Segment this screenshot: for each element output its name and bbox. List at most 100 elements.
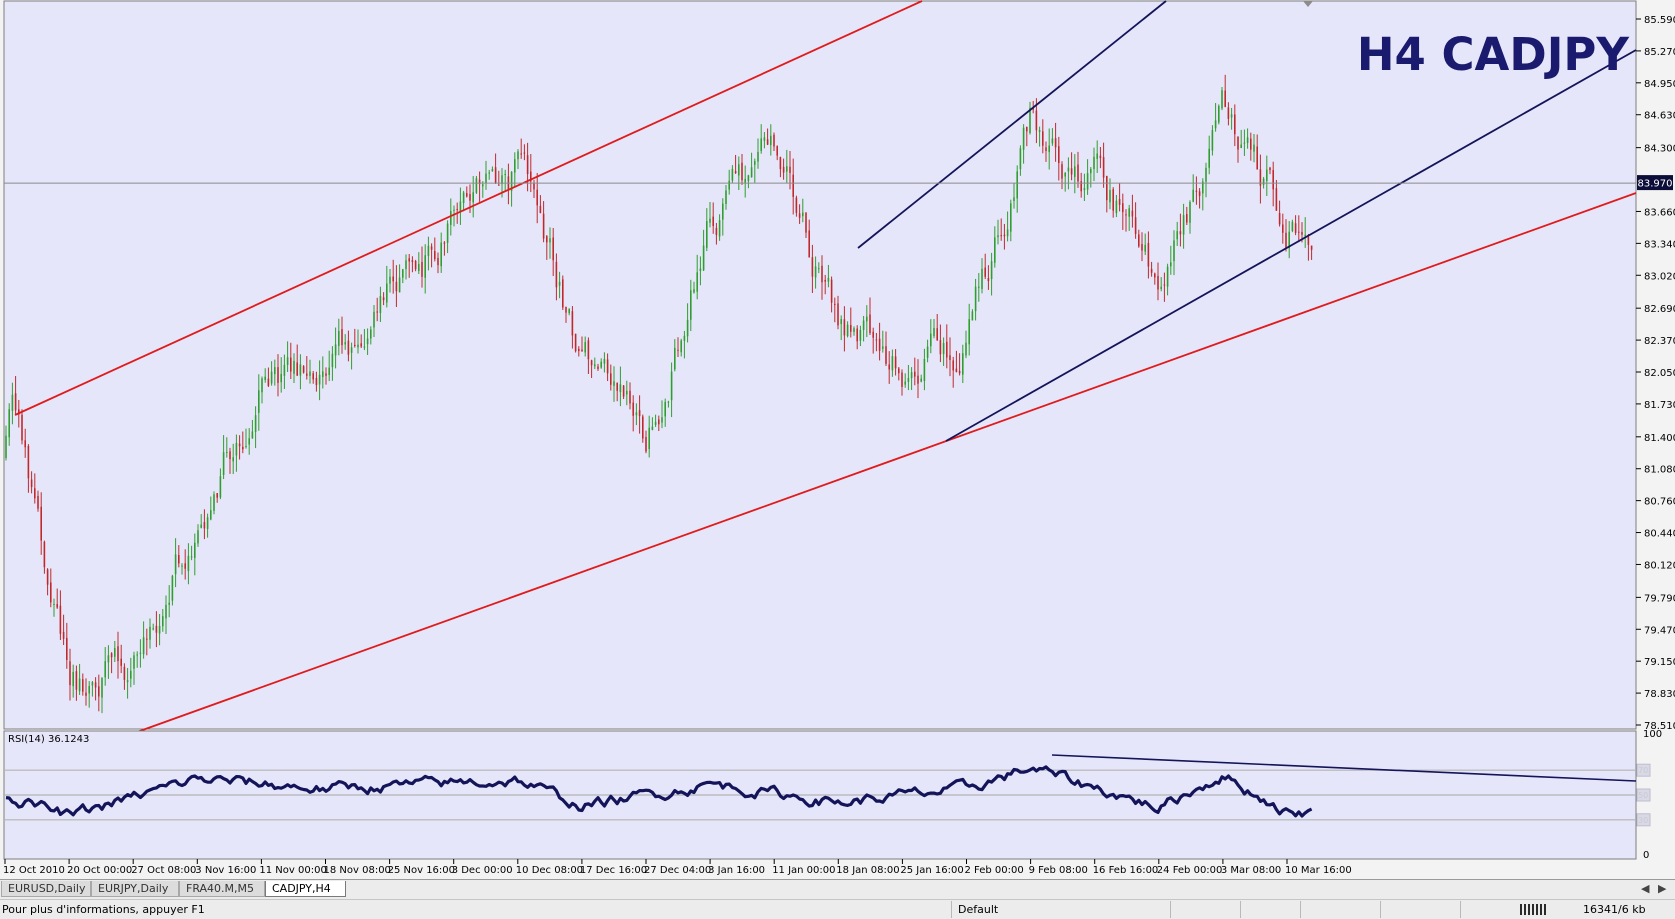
bear-candle: [811, 244, 814, 293]
bear-candle: [856, 325, 858, 350]
bull-candle: [126, 668, 129, 699]
date-tick: 3 Dec 00:00: [452, 859, 513, 876]
main-plot-area: [3, 0, 1637, 730]
bull-candle: [283, 354, 286, 389]
tab-scroll-right-icon[interactable]: ▶: [1658, 882, 1667, 895]
bull-candle: [1214, 103, 1217, 132]
bear-candle: [1125, 209, 1127, 232]
bear-candle: [901, 369, 903, 396]
channel-lower-line[interactable]: [125, 192, 1637, 737]
bear-candle: [430, 243, 433, 268]
bear-candle: [203, 509, 206, 540]
bull-candle: [661, 400, 663, 429]
bear-candle: [894, 349, 897, 376]
bull-candle: [990, 252, 993, 296]
price-tick-label: 82.370: [1644, 336, 1675, 347]
date-tick-label: 3 Mar 08:00: [1221, 865, 1281, 876]
bull-candle: [965, 330, 967, 359]
bull-candle: [974, 278, 977, 321]
price-tick: 79.790: [1636, 593, 1675, 604]
date-tick-label: 3 Jan 16:00: [708, 865, 765, 876]
price-tick-label: 80.760: [1644, 497, 1675, 508]
bull-candle: [107, 645, 110, 679]
bull-candle: [1019, 145, 1022, 176]
bull-candle: [114, 640, 116, 663]
bull-candle: [680, 338, 682, 357]
date-tick: 2 Feb 00:00: [965, 859, 1024, 876]
bear-candle: [1234, 104, 1236, 147]
bull-candle: [222, 435, 225, 480]
bear-candle: [984, 253, 986, 280]
bull-candle: [370, 326, 372, 345]
bear-candle: [229, 447, 231, 474]
bear-candle: [1112, 187, 1114, 218]
bull-candle: [549, 227, 551, 259]
bear-candle: [552, 227, 554, 277]
tab-eurusd-daily[interactable]: EURUSD,Daily: [1, 881, 91, 897]
bull-candle: [1038, 126, 1041, 147]
bull-candle: [818, 262, 820, 274]
shift-marker-icon[interactable]: [1303, 1, 1313, 7]
bear-candle: [987, 265, 990, 290]
candlestick-series: [5, 74, 1313, 714]
bull-candle: [245, 428, 247, 449]
bear-candle: [27, 444, 30, 493]
status-profile: Default: [958, 903, 999, 916]
tab-eurjpy-daily[interactable]: EURJPY,Daily: [91, 881, 179, 897]
bull-candle: [197, 524, 199, 547]
bull-candle: [488, 169, 490, 180]
bear-candle: [1275, 179, 1278, 211]
price-tick: 84.950: [1636, 79, 1675, 90]
bear-candle: [466, 186, 468, 198]
uptrend-upper-line[interactable]: [857, 0, 1167, 249]
bull-candle: [558, 271, 561, 299]
tab-cadjpy-h4[interactable]: CADJPY,H4: [265, 881, 346, 897]
bear-candle: [1186, 206, 1188, 226]
bull-candle: [600, 358, 602, 369]
price-tick: 85.590: [1636, 15, 1675, 26]
bull-candle: [731, 165, 734, 184]
channel-upper-line[interactable]: [14, 0, 923, 416]
bull-candle: [862, 315, 865, 342]
date-tick: 10 Dec 08:00: [516, 859, 583, 876]
bear-candle: [955, 350, 958, 373]
price-tick: 83.340: [1636, 239, 1675, 250]
bull-candle: [702, 229, 705, 272]
bull-candle: [158, 614, 161, 646]
bear-candle: [59, 590, 62, 640]
bear-candle: [184, 549, 186, 580]
tab-fra40-m5[interactable]: FRA40.M,M5: [179, 881, 265, 897]
rsi-divergence-line[interactable]: [1051, 754, 1637, 782]
price-tick-label: 83.660: [1644, 207, 1675, 218]
bear-candle: [792, 158, 794, 215]
bull-candle: [1128, 204, 1130, 231]
bull-candle: [1160, 277, 1162, 292]
bull-candle: [344, 334, 346, 350]
bear-candle: [85, 678, 87, 706]
price-tick: 85.270: [1636, 47, 1675, 58]
bear-candle: [1134, 202, 1137, 239]
bear-candle: [21, 409, 23, 445]
bull-candle: [280, 357, 282, 393]
price-chart[interactable]: H4 CADJPY 85.590 85.270 84.950 84.630 84.300…: [0, 0, 1675, 879]
bear-candle: [110, 652, 113, 674]
bull-candle: [923, 348, 926, 391]
status-separator: [1380, 901, 1381, 918]
bear-candle: [14, 376, 17, 415]
bear-candle: [1042, 119, 1044, 154]
bull-candle: [859, 325, 862, 347]
bull-candle: [1288, 221, 1290, 259]
price-tick: 81.080: [1636, 465, 1675, 476]
price-tick-label: 81.080: [1644, 465, 1675, 476]
bear-candle: [645, 430, 647, 454]
uptrend-support-line[interactable]: [945, 49, 1637, 442]
bull-candle: [907, 364, 910, 391]
rsi-levels: [4, 769, 1636, 821]
trendlines[interactable]: [14, 0, 1637, 737]
bull-candle: [1115, 194, 1118, 218]
bull-candle: [1083, 173, 1086, 201]
price-tick: 81.730: [1636, 400, 1675, 411]
bear-candle: [30, 471, 33, 494]
tab-scroll-left-icon[interactable]: ◀: [1641, 882, 1650, 895]
